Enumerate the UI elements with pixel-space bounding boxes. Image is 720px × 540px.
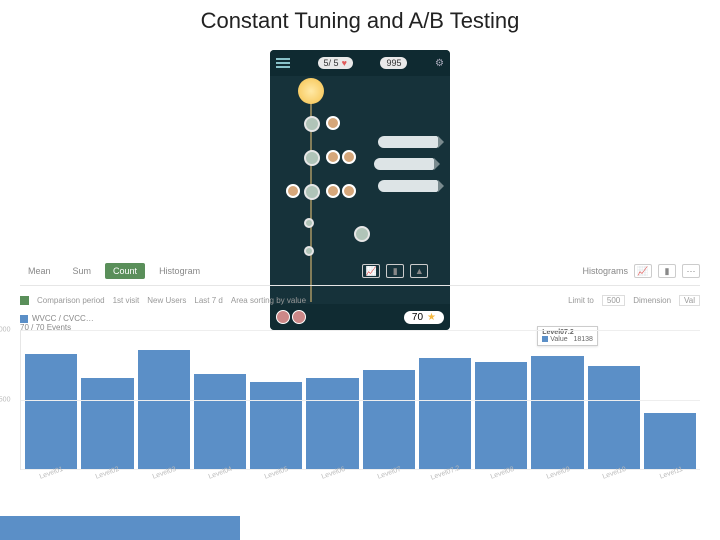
chart-bar[interactable] xyxy=(138,350,190,469)
avatar xyxy=(326,150,340,164)
bar-chart-icon[interactable]: ▮ xyxy=(386,264,404,278)
histograms-label: Histograms xyxy=(582,266,628,276)
chart-legend: WVCC / CVCC… xyxy=(20,314,700,323)
avatar xyxy=(342,150,356,164)
heart-icon: ♥ xyxy=(342,58,347,68)
page-title: Constant Tuning and A/B Testing xyxy=(0,8,720,34)
bar-chart-icon-2[interactable]: ▮ xyxy=(658,264,676,278)
bar-chart: Level07.2Value 18138 01750035000 Level01… xyxy=(20,330,700,486)
chart-bar[interactable] xyxy=(475,362,527,469)
filter-item[interactable]: New Users xyxy=(147,296,186,305)
dashboard-tab-mean[interactable]: Mean xyxy=(20,263,59,279)
rocket-icon xyxy=(374,158,434,170)
rocket-icon xyxy=(378,136,438,148)
avatar xyxy=(342,184,356,198)
limit-label: Limit to xyxy=(568,296,594,305)
filter-item[interactable]: Last 7 d xyxy=(194,296,222,305)
hamburger-icon[interactable] xyxy=(276,58,290,68)
chart-bar[interactable] xyxy=(250,382,302,469)
dashboard-tab-count[interactable]: Count xyxy=(105,263,145,279)
more-icon[interactable]: ⋯ xyxy=(682,264,700,278)
chart-y-tick: 35000 xyxy=(0,327,10,334)
lives-text: 5/ 5 xyxy=(324,58,339,68)
level-node[interactable] xyxy=(354,226,370,242)
rocket-icon xyxy=(378,180,438,192)
footer-accent-bar xyxy=(0,516,240,540)
level-node[interactable] xyxy=(304,246,314,256)
gear-icon[interactable]: ⚙ xyxy=(435,58,444,69)
dashboard-filter-row: Comparison period 1st visit New Users Last … xyxy=(20,290,700,310)
line-chart-icon[interactable]: 📈 xyxy=(362,264,380,278)
level-node[interactable] xyxy=(304,218,314,228)
chart-bar[interactable] xyxy=(363,370,415,469)
level-node[interactable] xyxy=(304,184,320,200)
legend-swatch xyxy=(20,315,28,323)
avatar xyxy=(286,184,300,198)
avatar xyxy=(326,116,340,130)
chart-bar[interactable] xyxy=(25,354,77,469)
limit-value: 500 xyxy=(602,295,625,306)
chart-bar[interactable] xyxy=(81,378,133,469)
legend-series: WVCC / CVCC… xyxy=(32,314,94,323)
level-node[interactable] xyxy=(304,150,320,166)
currency-text: 995 xyxy=(386,58,401,68)
dashboard-tab-sum[interactable]: Sum xyxy=(65,263,100,279)
chart-gridline xyxy=(21,400,700,401)
line-chart-icon-2[interactable]: 📈 xyxy=(634,264,652,278)
chart-bar[interactable] xyxy=(419,358,471,469)
filter-item[interactable]: Comparison period xyxy=(37,296,105,305)
chart-x-axis: Level01Level02Level03Level04Level05Level… xyxy=(20,470,700,486)
chart-bar[interactable] xyxy=(194,374,246,469)
dimension-label: Dimension xyxy=(633,296,671,305)
dimension-value: Val xyxy=(679,295,700,306)
chart-y-tick: 17500 xyxy=(0,396,10,403)
area-chart-icon[interactable]: ▲ xyxy=(410,264,428,278)
chart-bar[interactable]: Level07.2Value 18138 xyxy=(531,356,583,469)
sun-icon xyxy=(298,78,324,104)
dashboard-toolbar: Mean Sum Count Histogram 📈 ▮ ▲ Histograms 📈… xyxy=(20,260,700,286)
avatar xyxy=(326,184,340,198)
game-topbar: 5/ 5 ♥ 995 ⚙ xyxy=(270,50,450,76)
chart-bar[interactable] xyxy=(588,366,640,469)
lives-badge: 5/ 5 ♥ xyxy=(318,57,353,69)
filter-item[interactable]: 1st visit xyxy=(113,296,140,305)
currency-badge: 995 xyxy=(380,57,407,69)
chart-gridline xyxy=(21,330,700,331)
chart-bar[interactable] xyxy=(644,413,696,469)
level-node[interactable] xyxy=(304,116,320,132)
dashboard-tab-histogram[interactable]: Histogram xyxy=(151,263,208,279)
filter-item[interactable]: Area sorting by value xyxy=(231,296,306,305)
chart-plot-area: Level07.2Value 18138 01750035000 xyxy=(20,330,700,470)
filter-checkbox[interactable] xyxy=(20,296,29,305)
chart-bar[interactable] xyxy=(306,378,358,469)
chart-tooltip: Level07.2Value 18138 xyxy=(537,326,598,346)
